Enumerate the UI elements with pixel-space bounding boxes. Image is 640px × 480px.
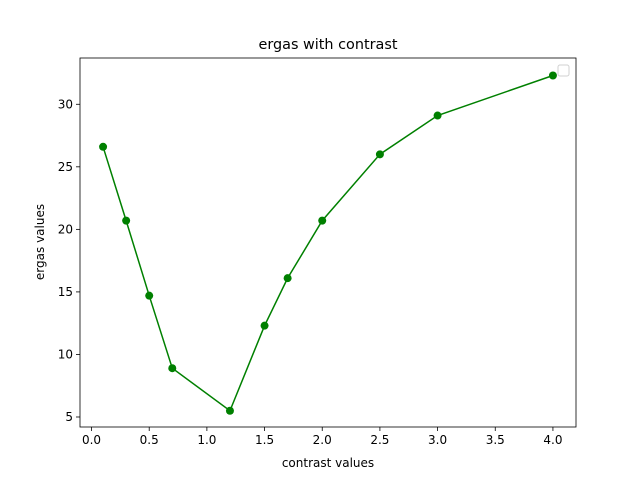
- x-tick-label: 4.0: [543, 433, 562, 447]
- plot-area: 0.0 0.5 1.0 1.5 2.0 2.5 3.0 3.5 4.0 5 10 15 20 25 30: [58, 57, 577, 447]
- y-tick-label: 15: [58, 285, 73, 299]
- data-point: [548, 71, 557, 80]
- data-point: [260, 321, 269, 330]
- y-tick-label: 20: [58, 222, 73, 236]
- x-tick-label: 3.0: [428, 433, 447, 447]
- x-tick-label: 1.0: [197, 433, 216, 447]
- data-point: [99, 142, 108, 151]
- data-point: [168, 364, 177, 373]
- data-point: [433, 111, 442, 120]
- y-tick-label: 30: [58, 97, 73, 111]
- y-axis-label: ergas values: [33, 204, 47, 280]
- data-point: [318, 216, 327, 225]
- x-tick-label: 3.5: [486, 433, 505, 447]
- x-tick-label: 0.0: [82, 433, 101, 447]
- chart-title: ergas with contrast: [258, 37, 397, 53]
- y-tick-label: 25: [58, 160, 73, 174]
- legend-box: [557, 64, 570, 77]
- data-point: [225, 406, 234, 415]
- data-point: [122, 216, 131, 225]
- data-point: [283, 274, 292, 283]
- plot-frame: [79, 57, 577, 428]
- y-tick-label: 5: [65, 410, 73, 424]
- y-tick-label: 10: [58, 347, 73, 361]
- x-tick-label: 2.0: [313, 433, 332, 447]
- x-tick-label: 1.5: [255, 433, 274, 447]
- x-tick-label: 2.5: [370, 433, 389, 447]
- x-axis-label: contrast values: [282, 456, 374, 470]
- x-tick-label: 0.5: [140, 433, 159, 447]
- data-point: [375, 150, 384, 159]
- data-point: [145, 291, 154, 300]
